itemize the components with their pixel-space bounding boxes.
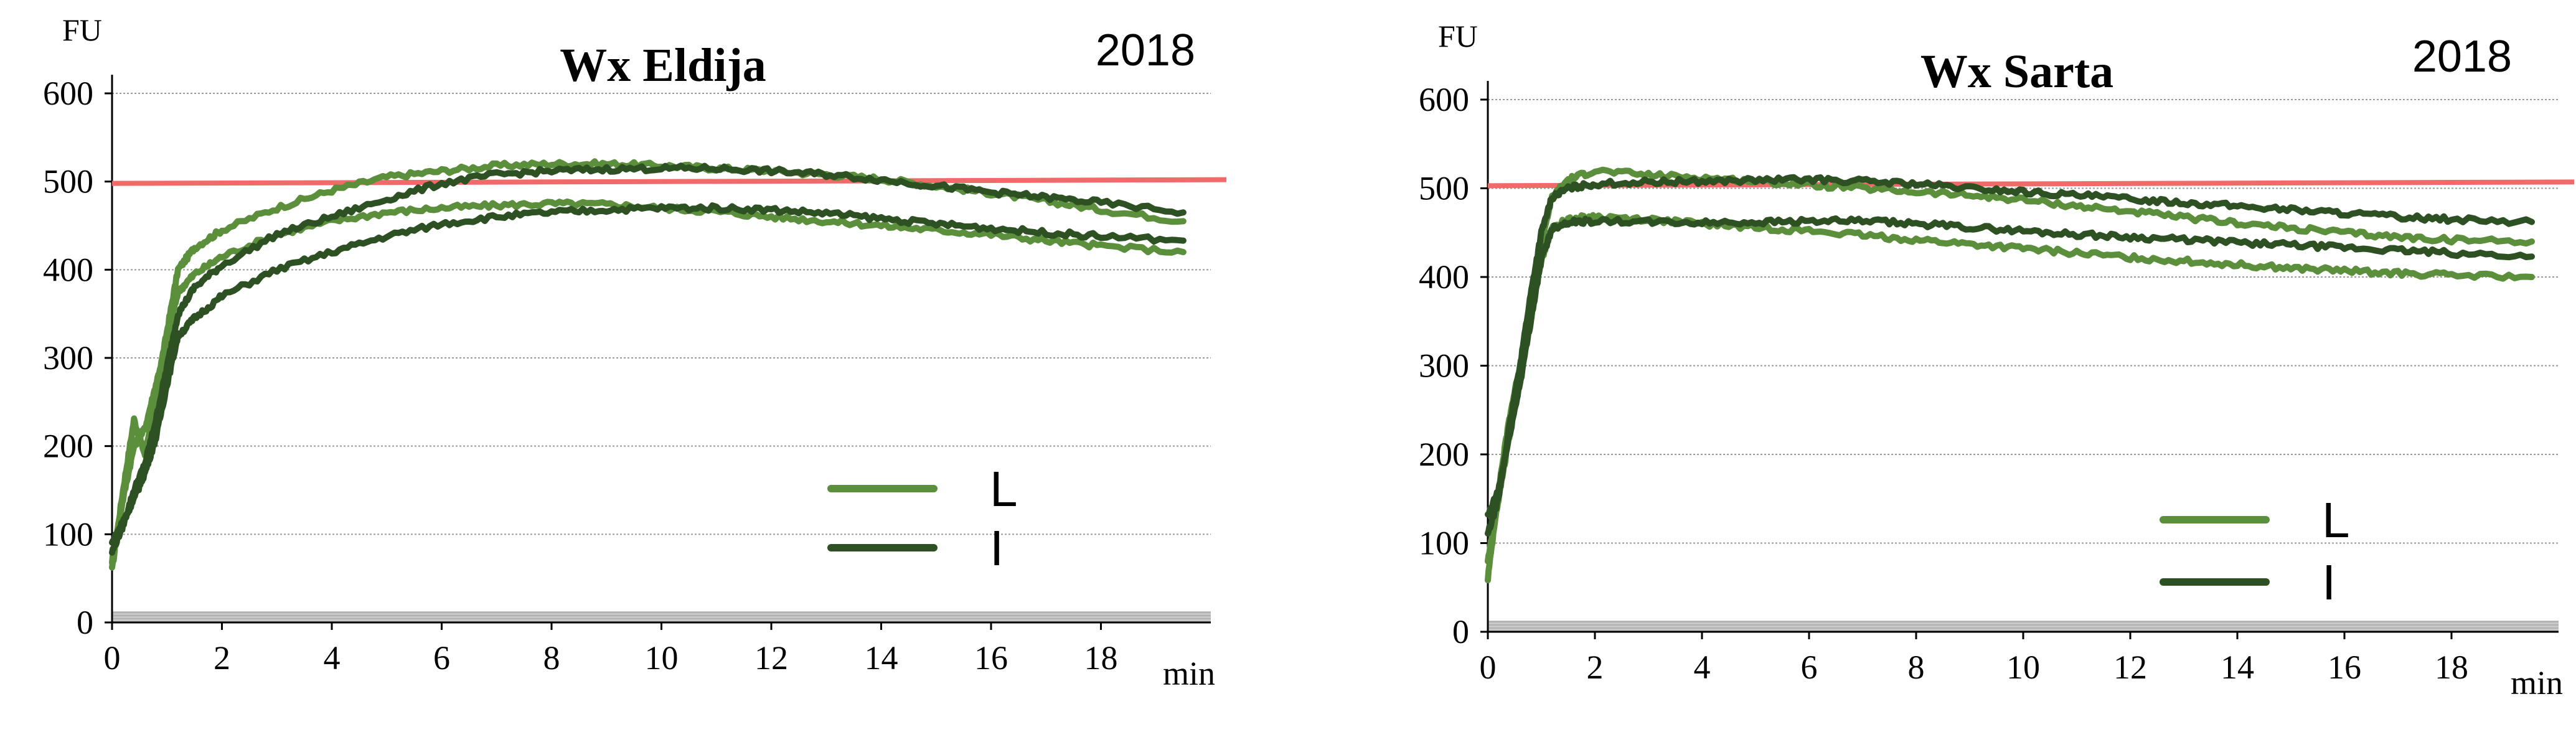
y-tick-label-200: 200 <box>43 428 93 465</box>
series-line-L-2 <box>1485 212 2535 565</box>
chart-title: Wx Sarta <box>1920 45 2113 98</box>
x-tick-label-2: 2 <box>1587 649 1604 686</box>
y-tick-label-300: 300 <box>1419 347 1469 385</box>
series-line-I-4 <box>1485 215 2535 518</box>
x-tick-label-8: 8 <box>543 639 560 677</box>
legend-label-L: L <box>990 461 1018 517</box>
x-tick-label-12: 12 <box>754 639 788 677</box>
legend-label-I: I <box>2322 555 2336 610</box>
y-axis-label: FU <box>62 12 102 47</box>
x-tick-label-0: 0 <box>104 639 121 677</box>
x-tick-label-14: 14 <box>865 639 898 677</box>
x-tick-label-4: 4 <box>324 639 341 677</box>
x-tick-label-14: 14 <box>2221 649 2254 686</box>
x-tick-label-18: 18 <box>2435 649 2468 686</box>
series-line-L-1 <box>109 158 1187 571</box>
chart-title: Wx Eldija <box>560 39 766 92</box>
series-line-I-3 <box>109 162 1187 556</box>
x-axis-label: min <box>2511 664 2563 702</box>
series-line-L-2 <box>109 198 1187 566</box>
x-tick-label-6: 6 <box>1801 649 1818 686</box>
chart-panel-2: 0 100 200 300 400 500 600 0 2 4 6 8 10 12 14 16 18 FU min W… <box>1419 19 2575 702</box>
chart-panel-1: 0 100 200 300 400 500 600 0 2 4 6 8 10 12 14 16 18 FU min W… <box>43 12 1227 692</box>
series-line-I-4 <box>109 202 1187 546</box>
x-tick-label-2: 2 <box>214 639 230 677</box>
baseline-band <box>112 611 1211 622</box>
series-line-I-3 <box>1485 174 2535 537</box>
y-tick-label-0: 0 <box>77 604 93 641</box>
x-tick-label-10: 10 <box>2006 649 2040 686</box>
y-axis-label: FU <box>1438 19 1478 54</box>
baseline-band <box>1488 621 2559 632</box>
y-tick-label-300: 300 <box>43 339 93 377</box>
y-tick-label-500: 500 <box>1419 170 1469 207</box>
y-tick-label-600: 600 <box>43 75 93 112</box>
x-tick-label-0: 0 <box>1480 649 1497 686</box>
year-label: 2018 <box>2412 32 2512 82</box>
x-axis-label: min <box>1163 655 1215 692</box>
x-tick-label-18: 18 <box>1084 639 1118 677</box>
y-tick-label-400: 400 <box>43 251 93 288</box>
x-tick-label-6: 6 <box>433 639 450 677</box>
x-tick-label-4: 4 <box>1694 649 1711 686</box>
reference-line <box>111 177 1227 186</box>
x-tick-label-10: 10 <box>645 639 679 677</box>
legend-label-I: I <box>990 520 1004 576</box>
x-tick-label-8: 8 <box>1908 649 1925 686</box>
x-tick-label-16: 16 <box>2328 649 2361 686</box>
y-tick-label-100: 100 <box>43 515 93 553</box>
y-tick-label-100: 100 <box>1419 525 1469 562</box>
y-tick-label-600: 600 <box>1419 81 1469 118</box>
year-label: 2018 <box>1096 26 1195 75</box>
y-tick-label-0: 0 <box>1452 613 1469 650</box>
y-tick-label-200: 200 <box>1419 436 1469 473</box>
legend-label-L: L <box>2322 492 2350 548</box>
y-tick-label-400: 400 <box>1419 258 1469 296</box>
x-tick-label-16: 16 <box>974 639 1008 677</box>
x-tick-label-12: 12 <box>2113 649 2147 686</box>
y-tick-label-500: 500 <box>43 163 93 200</box>
